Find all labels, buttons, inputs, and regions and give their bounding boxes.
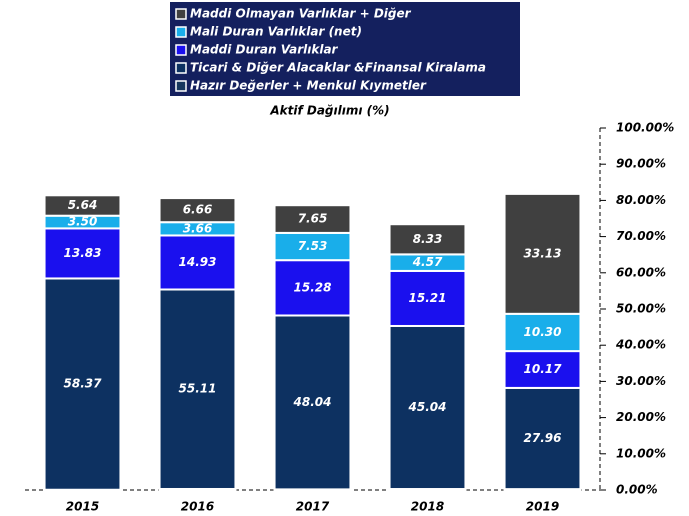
y-tick-label: 40.00% bbox=[615, 338, 666, 352]
bar-segment bbox=[388, 269, 467, 327]
legend-label: Maddi Olmayan Varlıklar + Diğer bbox=[190, 7, 412, 21]
bar-segment bbox=[503, 312, 582, 353]
data-label: 45.04 bbox=[408, 400, 447, 414]
x-tick-label: 2016 bbox=[181, 500, 214, 514]
bar-segment bbox=[273, 314, 352, 491]
data-label: 27.96 bbox=[524, 431, 562, 445]
data-label: 13.83 bbox=[64, 246, 102, 260]
y-tick-label: 60.00% bbox=[616, 265, 666, 279]
y-tick-label: 80.00% bbox=[616, 193, 666, 207]
legend-swatch bbox=[175, 8, 187, 20]
data-label: 55.11 bbox=[179, 382, 217, 396]
data-label: 10.17 bbox=[524, 362, 563, 376]
bar-segment bbox=[158, 197, 237, 224]
data-label: 4.57 bbox=[412, 255, 443, 269]
bar-segment bbox=[43, 194, 122, 217]
y-tick-label: 70.00% bbox=[616, 229, 666, 243]
legend-swatch bbox=[175, 44, 187, 56]
data-label: 7.65 bbox=[298, 212, 328, 226]
bar-segment bbox=[503, 192, 582, 315]
y-tick-label: 90.00% bbox=[616, 157, 666, 171]
bar-segment bbox=[158, 234, 237, 291]
data-label: 58.37 bbox=[64, 377, 103, 391]
data-label: 14.93 bbox=[179, 255, 217, 269]
legend-swatch bbox=[175, 62, 187, 74]
data-label: 15.21 bbox=[409, 291, 447, 305]
bar-segment bbox=[43, 277, 122, 491]
y-tick-label: 50.00% bbox=[616, 302, 666, 316]
bar-segment bbox=[273, 204, 352, 234]
data-label: 5.64 bbox=[68, 198, 98, 212]
bar-segment bbox=[388, 223, 467, 256]
legend-label: Mali Duran Varlıklar (net) bbox=[190, 25, 362, 39]
legend-label: Ticari & Diğer Alacaklar &Finansal Kiral… bbox=[190, 61, 486, 75]
data-label: 6.66 bbox=[183, 203, 213, 217]
x-tick-label: 2019 bbox=[526, 500, 559, 514]
data-label: 3.50 bbox=[68, 215, 98, 229]
legend-swatch bbox=[175, 26, 187, 38]
legend-label: Maddi Duran Varlıklar bbox=[190, 43, 339, 57]
y-tick-label: 20.00% bbox=[616, 410, 666, 424]
bar-segment bbox=[158, 288, 237, 490]
legend-swatch bbox=[175, 80, 187, 92]
data-label: 8.33 bbox=[413, 232, 443, 246]
x-tick-label: 2018 bbox=[411, 500, 444, 514]
bar-segment bbox=[273, 231, 352, 262]
legend-label: Hazır Değerler + Menkul Kıymetler bbox=[190, 79, 427, 93]
data-label: 10.30 bbox=[524, 325, 562, 339]
bar-segment bbox=[43, 227, 122, 280]
y-tick-label: 10.00% bbox=[616, 446, 666, 460]
legend-box bbox=[170, 2, 520, 96]
chart-title: Aktif Dağılımı (%) bbox=[269, 104, 389, 118]
y-tick-label: 100.00% bbox=[616, 121, 674, 135]
x-tick-label: 2017 bbox=[296, 500, 330, 514]
y-tick-label: 0.00% bbox=[616, 483, 658, 497]
bar-segment bbox=[503, 350, 582, 389]
bar-segment bbox=[503, 386, 582, 491]
data-label: 33.13 bbox=[524, 246, 562, 260]
x-tick-label: 2015 bbox=[66, 500, 99, 514]
data-label: 7.53 bbox=[298, 239, 328, 253]
bar-segment bbox=[388, 324, 467, 491]
bar-segment bbox=[273, 259, 352, 317]
data-label: 48.04 bbox=[293, 395, 332, 409]
data-label: 15.28 bbox=[294, 280, 332, 294]
y-tick-label: 30.00% bbox=[616, 374, 666, 388]
data-label: 3.66 bbox=[183, 221, 213, 235]
